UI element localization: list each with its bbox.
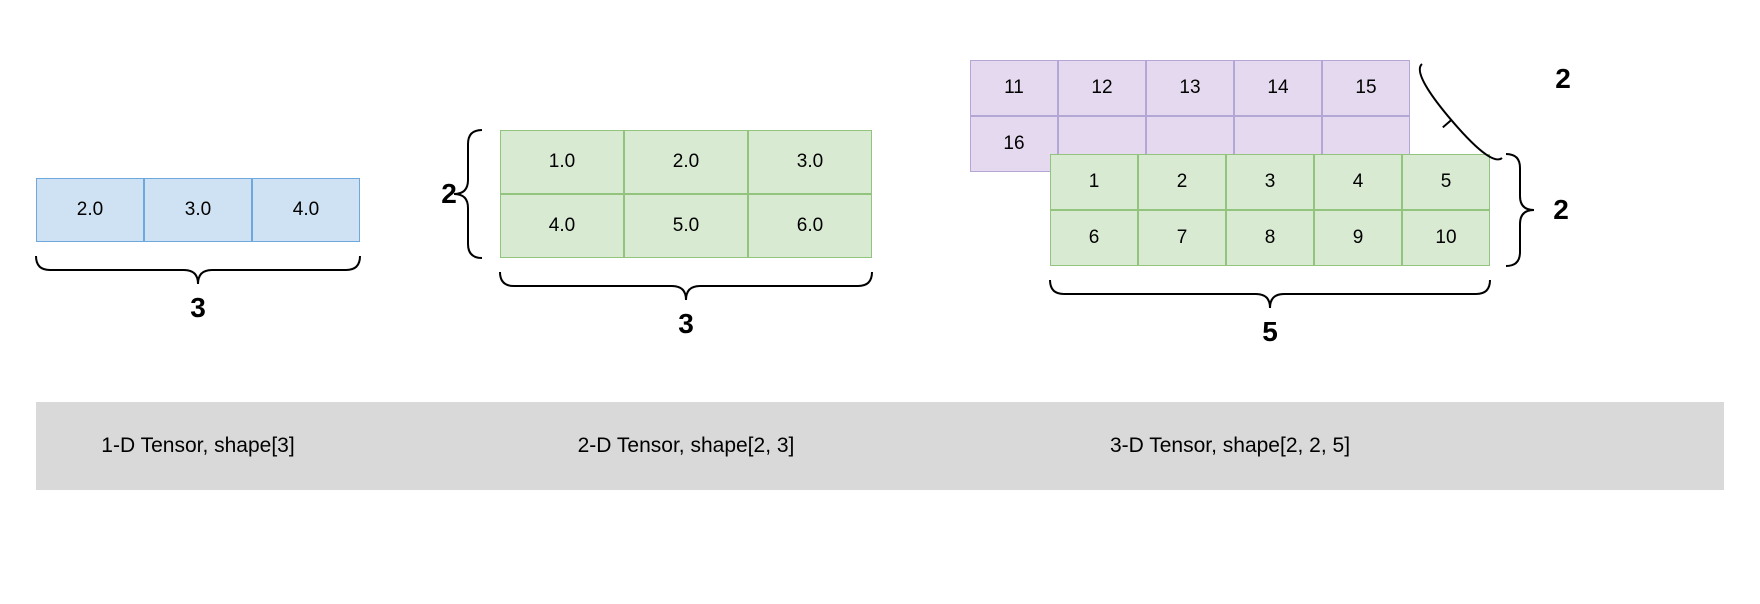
- tensor2d-caption: 2-D Tensor, shape[2, 3]: [486, 402, 886, 490]
- tensor3d-caption: 3-D Tensor, shape[2, 2, 5]: [1030, 402, 1430, 490]
- tensor1d-caption: 1-D Tensor, shape[3]: [0, 402, 398, 490]
- tensor-diagram: 2.03.04.031.02.03.04.05.06.0231112131415…: [0, 0, 1760, 604]
- tensor3d-dim-bottom: 5: [1258, 316, 1282, 348]
- tensor3d-brace-bottom: [0, 0, 1760, 604]
